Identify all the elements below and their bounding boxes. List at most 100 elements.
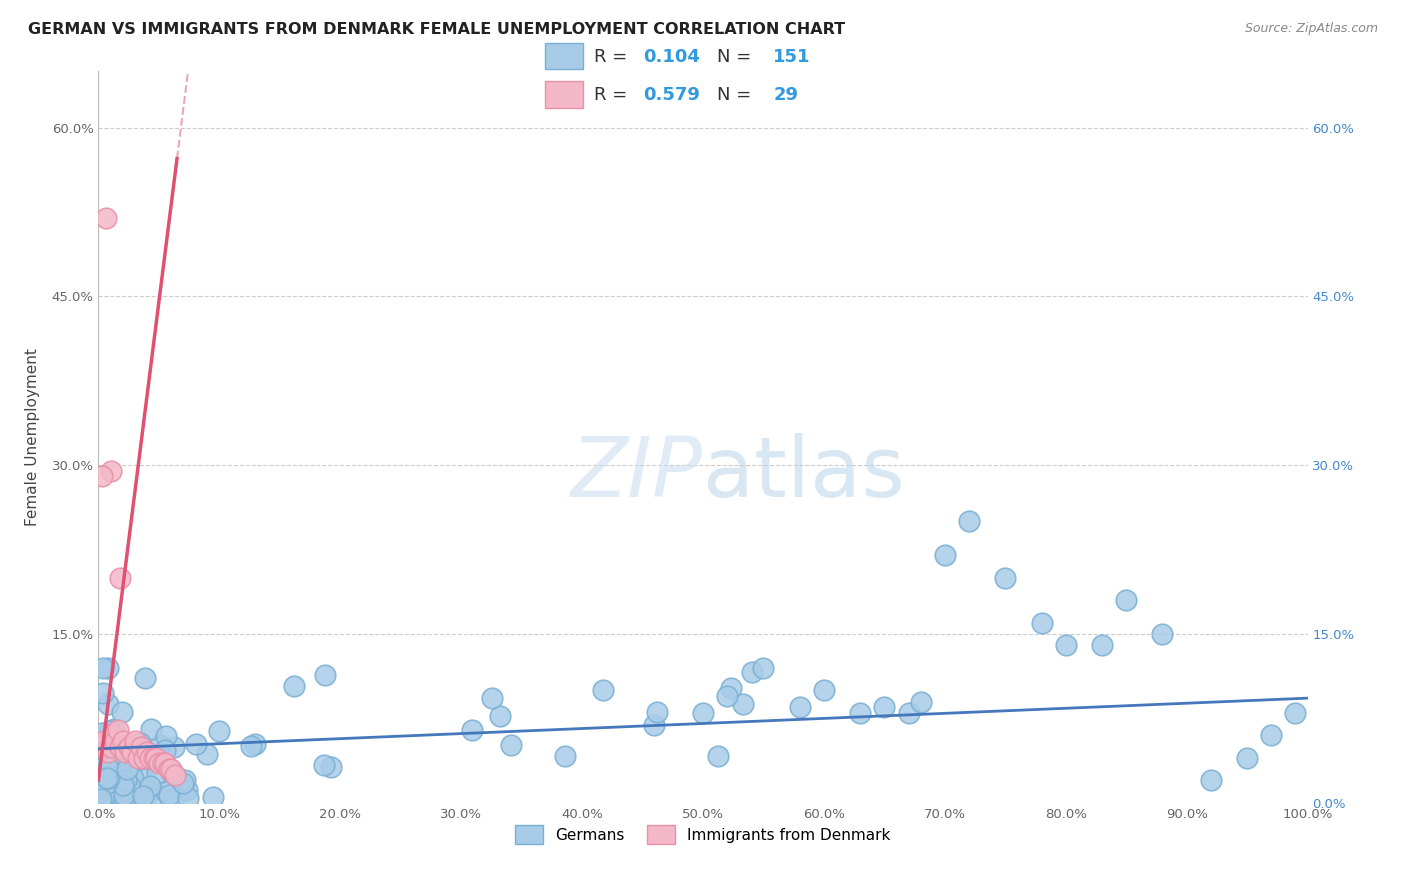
- Point: [125, 745, 148, 759]
- Point: [97, 784, 120, 798]
- Point: [201, 790, 224, 805]
- Point: [283, 679, 305, 693]
- Point: [141, 723, 163, 737]
- Point: [1152, 627, 1174, 641]
- Text: ZIP: ZIP: [571, 434, 703, 514]
- Point: [645, 705, 668, 719]
- Point: [163, 791, 186, 805]
- Point: [103, 723, 125, 737]
- Point: [121, 745, 143, 759]
- Point: [163, 767, 186, 781]
- Point: [643, 718, 665, 732]
- Bar: [544, 43, 583, 70]
- Text: N =: N =: [717, 87, 756, 104]
- Point: [208, 723, 231, 738]
- Point: [108, 756, 131, 771]
- Point: [118, 758, 141, 772]
- Point: [1031, 615, 1053, 630]
- Point: [716, 689, 738, 703]
- Point: [114, 792, 136, 806]
- Text: N =: N =: [717, 47, 756, 65]
- Point: [107, 779, 129, 793]
- Point: [101, 770, 124, 784]
- Point: [94, 777, 117, 791]
- Point: [104, 792, 127, 806]
- Point: [1260, 728, 1282, 742]
- Point: [239, 739, 262, 754]
- Point: [148, 738, 170, 752]
- Point: [103, 758, 125, 772]
- Point: [127, 751, 149, 765]
- Point: [90, 790, 112, 805]
- Point: [98, 724, 121, 739]
- Point: [90, 792, 112, 806]
- Point: [148, 756, 170, 771]
- Point: [96, 748, 118, 763]
- Point: [157, 789, 180, 803]
- Point: [90, 788, 112, 802]
- Point: [129, 739, 152, 753]
- Point: [105, 760, 128, 774]
- Point: [319, 760, 342, 774]
- Point: [172, 776, 194, 790]
- Point: [98, 785, 121, 799]
- Point: [90, 771, 112, 785]
- Point: [90, 792, 112, 806]
- Point: [155, 742, 177, 756]
- Point: [195, 747, 218, 761]
- Point: [312, 758, 335, 772]
- Point: [592, 683, 614, 698]
- Point: [139, 791, 162, 805]
- Point: [93, 792, 115, 806]
- Point: [789, 700, 811, 714]
- Point: [115, 773, 138, 788]
- Point: [110, 772, 132, 787]
- Point: [98, 746, 121, 760]
- Point: [90, 755, 112, 769]
- Point: [98, 783, 121, 797]
- Point: [90, 752, 112, 766]
- Point: [731, 697, 754, 711]
- Point: [176, 783, 198, 797]
- Point: [124, 734, 146, 748]
- Point: [94, 789, 117, 803]
- Point: [94, 788, 117, 802]
- Point: [957, 515, 980, 529]
- Point: [97, 792, 120, 806]
- Point: [134, 751, 156, 765]
- Point: [160, 762, 183, 776]
- Point: [461, 723, 484, 738]
- Point: [134, 772, 156, 786]
- Point: [1236, 751, 1258, 765]
- Point: [155, 785, 177, 799]
- Point: [1091, 638, 1114, 652]
- Point: [314, 668, 336, 682]
- Point: [1284, 706, 1306, 720]
- Point: [111, 760, 134, 774]
- Point: [155, 729, 177, 743]
- Point: [100, 767, 122, 781]
- Point: [98, 780, 121, 795]
- Point: [128, 736, 150, 750]
- Point: [142, 781, 165, 796]
- Point: [706, 748, 728, 763]
- Point: [108, 739, 131, 754]
- Point: [813, 683, 835, 698]
- Point: [91, 786, 114, 800]
- Point: [873, 700, 896, 714]
- Point: [146, 766, 169, 780]
- Point: [849, 706, 872, 720]
- Point: [174, 772, 197, 787]
- Point: [112, 778, 135, 792]
- Point: [94, 211, 117, 225]
- Point: [132, 789, 155, 804]
- Point: [90, 772, 112, 787]
- Point: [994, 571, 1017, 585]
- Point: [160, 764, 183, 779]
- Point: [114, 745, 136, 759]
- Point: [118, 778, 141, 792]
- Point: [100, 723, 122, 738]
- Point: [104, 792, 127, 806]
- Point: [125, 779, 148, 793]
- Y-axis label: Female Unemployment: Female Unemployment: [25, 348, 41, 526]
